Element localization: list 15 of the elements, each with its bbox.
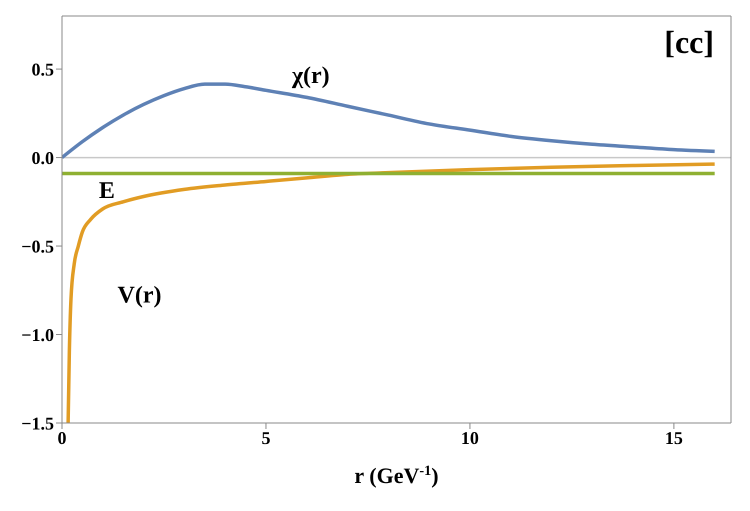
x-axis-title: r (GeV$^{-1}$) bbox=[354, 463, 439, 488]
line-series bbox=[66, 162, 716, 423]
x-tick-label: 15 bbox=[664, 428, 683, 448]
y-tick-label: 0.5 bbox=[32, 59, 54, 80]
y-tick-label: −1.5 bbox=[21, 413, 54, 434]
series-label: V(r) bbox=[118, 282, 162, 308]
x-tick-label: 5 bbox=[261, 428, 270, 448]
y-tick-label: 0.0 bbox=[32, 148, 54, 168]
series-label: χ(r) bbox=[290, 62, 330, 89]
x-tick-label: 10 bbox=[460, 428, 479, 448]
annotation: [cc] bbox=[664, 24, 714, 61]
x-tick-label: 0 bbox=[58, 428, 66, 448]
series-label: E bbox=[98, 178, 115, 204]
y-tick-label: −1.0 bbox=[21, 324, 54, 345]
y-tick-label: −0.5 bbox=[21, 236, 54, 256]
